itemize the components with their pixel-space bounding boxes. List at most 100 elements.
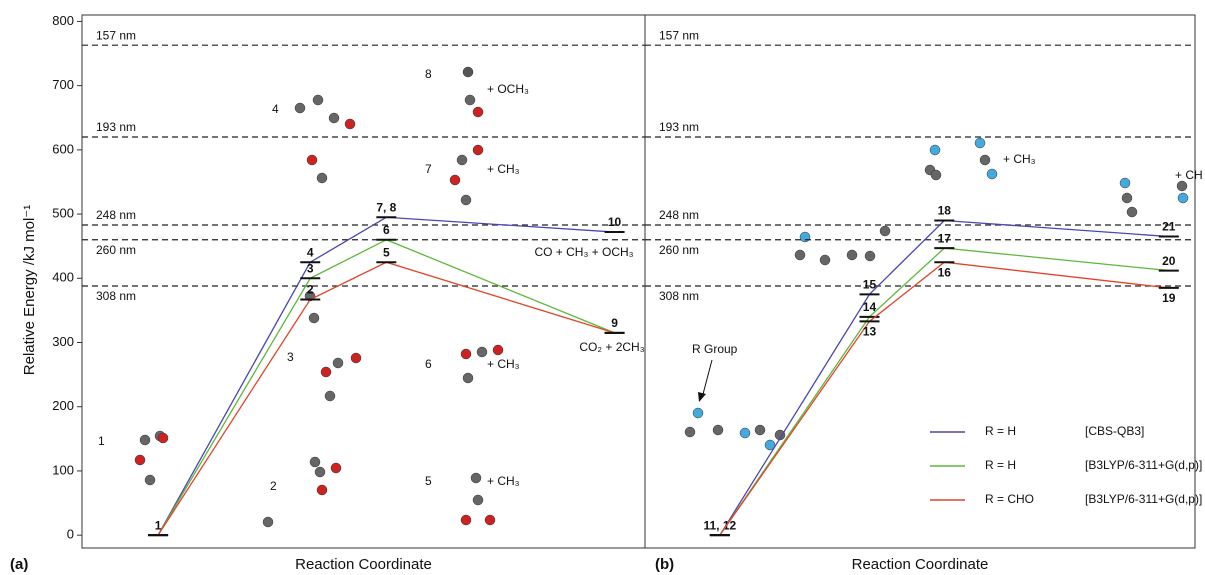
annotation: + OCH₃ (487, 82, 529, 96)
molecule-atom (980, 155, 990, 165)
molecule-atom (331, 463, 341, 473)
molecule-atom (457, 155, 467, 165)
annotation: + CH₃ (487, 357, 520, 371)
annotation: CO + CH₃ + OCH₃ (534, 245, 633, 259)
level-label: 20 (1162, 254, 1176, 268)
level-label: 21 (1162, 220, 1176, 234)
y-tick-label: 0 (67, 527, 74, 542)
level-label: 14 (863, 300, 877, 314)
wavelength-label: 260 nm (96, 243, 136, 257)
molecule-atom (263, 517, 273, 527)
molecule-atom (450, 175, 460, 185)
y-axis-label: Relative Energy /kJ mol⁻¹ (21, 205, 38, 375)
y-tick-label: 300 (52, 334, 74, 349)
y-tick-label: 500 (52, 206, 74, 221)
molecule-atom (463, 373, 473, 383)
molecule-atom (461, 349, 471, 359)
annotation: CO₂ + 2CH₃ (579, 340, 644, 354)
wavelength-label: 157 nm (96, 28, 136, 42)
wavelength-label: 308 nm (659, 289, 699, 303)
y-tick-label: 800 (52, 13, 74, 28)
molecule-atom (713, 425, 723, 435)
annotation: 6 (425, 357, 432, 371)
wavelength-label: 260 nm (659, 243, 699, 257)
annotation: 4 (272, 102, 279, 116)
molecule-atom (333, 358, 343, 368)
level-label: 15 (863, 278, 877, 292)
annotation: R Group (692, 342, 738, 356)
legend-label: R = H (985, 424, 1016, 438)
level-label: 13 (863, 324, 877, 338)
molecule-atom (463, 67, 473, 77)
molecule-atom (473, 107, 483, 117)
molecule-atom (800, 232, 810, 242)
level-label: 9 (611, 316, 618, 330)
molecule-atom (865, 251, 875, 261)
energy-line (158, 217, 614, 535)
molecule-atom (329, 113, 339, 123)
molecule-atom (158, 433, 168, 443)
molecule-atom (135, 455, 145, 465)
x-axis-label: Reaction Coordinate (852, 556, 989, 573)
molecule-atom (1177, 181, 1187, 191)
y-tick-label: 400 (52, 270, 74, 285)
legend-method: [B3LYP/6-311+G(d,p)] (1085, 492, 1202, 506)
annotation: + CH (1175, 168, 1203, 182)
molecule-atom (493, 345, 503, 355)
molecule-atom (987, 169, 997, 179)
molecule-atom (930, 145, 940, 155)
molecule-atom (295, 103, 305, 113)
level-label: 4 (307, 245, 314, 259)
molecule-atom (465, 95, 475, 105)
wavelength-label: 193 nm (96, 120, 136, 134)
y-tick-label: 600 (52, 141, 74, 156)
molecule-atom (685, 427, 695, 437)
molecule-atom (1122, 193, 1132, 203)
annotation: 3 (287, 350, 294, 364)
molecule-atom (313, 95, 323, 105)
legend-method: [CBS-QB3] (1085, 424, 1144, 438)
wavelength-label: 157 nm (659, 28, 699, 42)
molecule-atom (1120, 178, 1130, 188)
molecule-atom (351, 353, 361, 363)
level-label: 16 (938, 265, 952, 279)
molecule-atom (847, 250, 857, 260)
wavelength-label: 248 nm (96, 208, 136, 222)
panel-label: (a) (10, 556, 28, 573)
x-axis-label: Reaction Coordinate (295, 556, 432, 573)
molecule-atom (820, 255, 830, 265)
chart: Relative Energy /kJ mol⁻¹ (a) Reaction Co… (0, 0, 1205, 575)
annotation: 5 (425, 474, 432, 488)
legend-label: R = CHO (985, 492, 1034, 506)
level-label: 10 (608, 215, 622, 229)
level-label: 3 (307, 261, 314, 275)
molecule-atom (755, 425, 765, 435)
molecule-atom (880, 226, 890, 236)
level-label: 18 (938, 204, 952, 218)
molecule-atom (317, 173, 327, 183)
level-label: 11, 12 (703, 518, 736, 532)
molecule-atom (345, 119, 355, 129)
level-label: 19 (1162, 291, 1176, 305)
molecule-atom (975, 138, 985, 148)
molecule-atom (693, 408, 703, 418)
molecule-atom (309, 313, 319, 323)
annotation: + CH₃ (1003, 152, 1036, 166)
panel-label: (b) (655, 556, 674, 573)
level-label: 6 (383, 223, 390, 237)
wavelength-label: 248 nm (659, 208, 699, 222)
molecule-atom (321, 367, 331, 377)
level-label: 7, 8 (376, 200, 396, 214)
molecule-atom (140, 435, 150, 445)
y-tick-label: 100 (52, 462, 74, 477)
wavelength-label: 193 nm (659, 120, 699, 134)
legend-method: [B3LYP/6-311+G(d,p)] (1085, 458, 1202, 472)
molecule-atom (315, 467, 325, 477)
annotation: 7 (425, 162, 432, 176)
plot-frame (82, 15, 645, 548)
molecule-atom (461, 195, 471, 205)
molecule-atom (310, 457, 320, 467)
molecule-atom (307, 155, 317, 165)
molecule-atom (325, 391, 335, 401)
molecule-atom (740, 428, 750, 438)
